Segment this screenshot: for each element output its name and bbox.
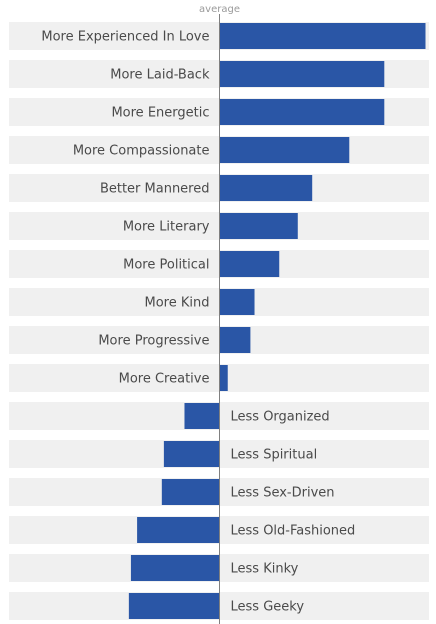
bar: [219, 251, 280, 277]
category-label: Less Geeky: [231, 600, 305, 615]
bar: [219, 365, 228, 391]
bar: [184, 403, 220, 429]
bar: [219, 99, 385, 125]
bar: [219, 61, 385, 87]
category-label: Less Kinky: [231, 562, 299, 577]
bar: [137, 517, 220, 543]
bar: [163, 441, 220, 467]
category-label: More Laid-Back: [110, 68, 210, 83]
category-label: More Experienced In Love: [41, 30, 209, 45]
category-label: More Political: [123, 258, 209, 273]
category-label: Less Organized: [231, 410, 330, 425]
category-label: Less Old-Fashioned: [231, 524, 356, 539]
category-label: Less Spiritual: [231, 448, 318, 463]
bar: [130, 555, 220, 581]
bar: [219, 289, 255, 315]
category-label: More Energetic: [111, 106, 209, 121]
category-label: Less Sex-Driven: [231, 486, 335, 501]
category-label: More Compassionate: [73, 144, 210, 159]
bar: [219, 23, 426, 49]
category-labels: More Experienced In Love More Laid-Back Mo…: [41, 30, 355, 615]
category-label: More Kind: [145, 296, 210, 311]
category-label: More Progressive: [98, 334, 209, 349]
bar: [219, 213, 298, 239]
category-label: Better Mannered: [100, 182, 210, 197]
category-label: More Creative: [119, 372, 210, 387]
bar: [219, 137, 350, 163]
bar: [219, 175, 313, 201]
axis-title: average: [199, 4, 240, 15]
bar: [219, 327, 251, 353]
bar: [161, 479, 220, 505]
bars: [128, 23, 426, 619]
category-label: More Literary: [123, 220, 210, 235]
bar: [128, 593, 220, 619]
